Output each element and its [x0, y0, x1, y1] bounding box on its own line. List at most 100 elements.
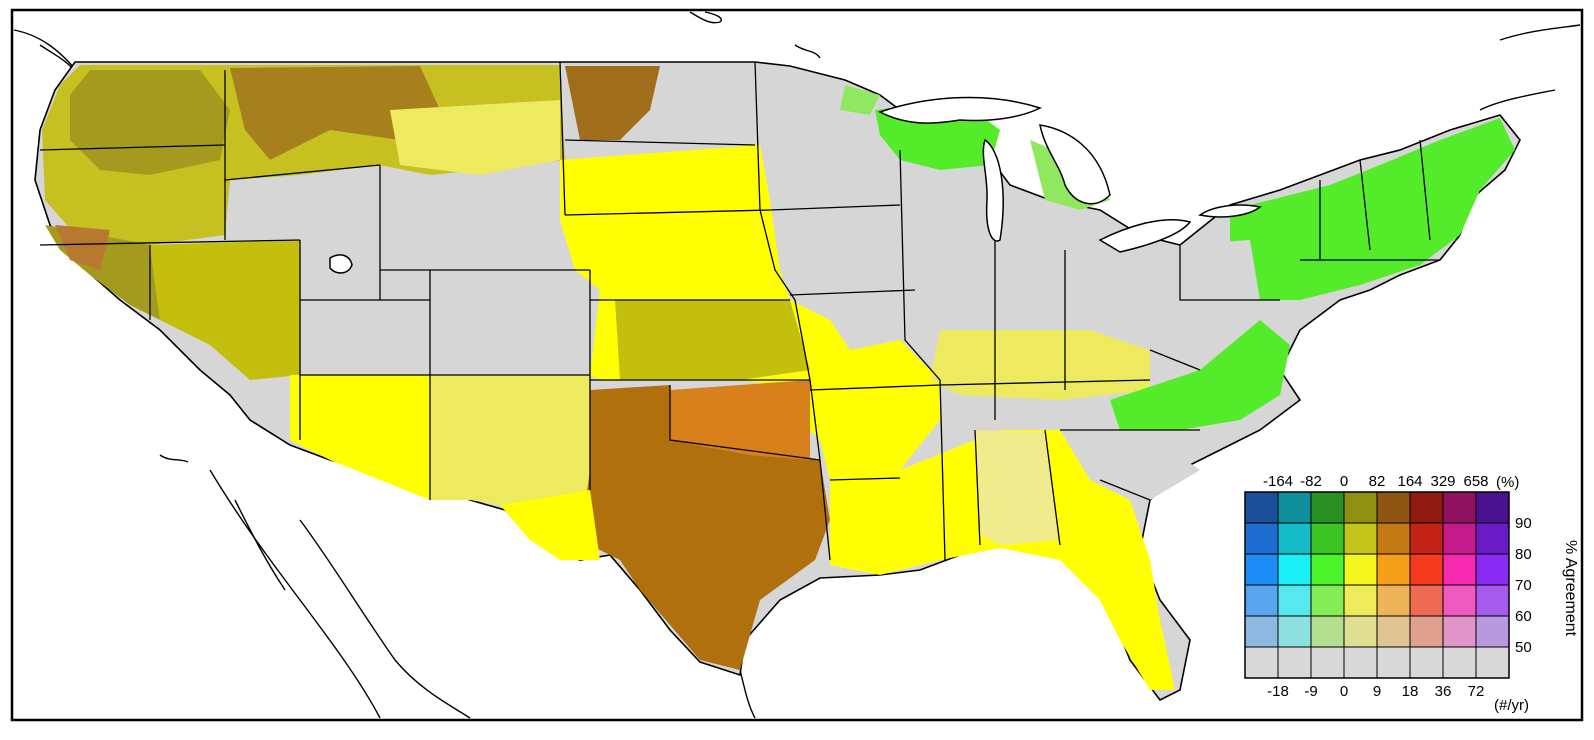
- legend-bottom-unit: (#/yr): [1494, 697, 1529, 714]
- region-tx-west: [500, 490, 600, 560]
- legend-top-label: 164: [1397, 473, 1422, 490]
- legend-cell: [1343, 553, 1378, 586]
- legend-cell: [1310, 615, 1345, 648]
- legend-agreement-label: % Agreement: [1562, 540, 1579, 637]
- region-new-mexico: [430, 375, 590, 505]
- legend-cell: [1442, 615, 1477, 648]
- legend-cell: [1277, 615, 1312, 648]
- legend-cell: [1343, 615, 1378, 648]
- legend-cell: [1475, 491, 1510, 524]
- region-nw-dark: [70, 70, 230, 175]
- region-ohio-valley: [930, 330, 1150, 400]
- legend-top-label: 658: [1463, 473, 1488, 490]
- lake-ontario: [1198, 204, 1262, 218]
- legend-cell: [1409, 553, 1444, 586]
- legend-cell: [1310, 553, 1345, 586]
- legend-cell: [1442, 522, 1477, 555]
- region-ny-gray: [1180, 240, 1260, 300]
- legend-cell: [1442, 553, 1477, 586]
- legend-cell: [1475, 553, 1510, 586]
- legend-cell: [1277, 584, 1312, 617]
- legend-bottom-label: 36: [1435, 683, 1452, 700]
- legend: -164 -82 0 82 164 329 658 (%) -18 -9 0 9 18 36 72 (#…: [1236, 470, 1580, 718]
- legend-cell: [1376, 584, 1411, 617]
- legend-grid: [1244, 491, 1510, 679]
- legend-cell: [1409, 646, 1444, 679]
- legend-cell: [1343, 646, 1378, 679]
- legend-cell: [1310, 646, 1345, 679]
- legend-cell: [1244, 522, 1279, 555]
- anomaly-patches: [42, 65, 1515, 690]
- great-salt-lake: [329, 254, 353, 274]
- legend-bottom-labels: -18 -9 0 9 18 36 72: [1267, 683, 1484, 700]
- legend-cell: [1442, 491, 1477, 524]
- legend-cell: [1475, 615, 1510, 648]
- region-montana-brown: [230, 66, 440, 160]
- legend-cell: [1310, 491, 1345, 524]
- legend-cell: [1244, 646, 1279, 679]
- region-mt-yellow: [390, 100, 560, 175]
- legend-cell: [1376, 615, 1411, 648]
- legend-cell: [1343, 584, 1378, 617]
- region-virginia-green: [1110, 320, 1290, 430]
- legend-bottom-label: 72: [1468, 683, 1485, 700]
- legend-cell: [1277, 491, 1312, 524]
- region-kansas: [615, 300, 810, 380]
- legend-bottom-label: 9: [1373, 683, 1381, 700]
- legend-cell: [1409, 491, 1444, 524]
- lake-erie: [1098, 218, 1192, 253]
- legend-cell: [1409, 584, 1444, 617]
- great-lakes: [329, 96, 1262, 274]
- legend-cell: [1244, 553, 1279, 586]
- legend-top-label: 0: [1340, 473, 1348, 490]
- lake-michigan: [982, 138, 1004, 242]
- legend-top-label: -82: [1300, 473, 1322, 490]
- legend-cell: [1409, 522, 1444, 555]
- legend-bottom-label: 0: [1340, 683, 1348, 700]
- legend-cell: [1376, 553, 1411, 586]
- legend-top-label: -164: [1263, 473, 1293, 490]
- legend-cell: [1277, 553, 1312, 586]
- legend-top-label: 329: [1430, 473, 1455, 490]
- legend-agreement-tick: 80: [1515, 546, 1532, 563]
- state-boundaries: [39, 61, 1440, 561]
- lake-superior: [878, 96, 1042, 124]
- legend-cell: [1376, 646, 1411, 679]
- legend-cell: [1475, 522, 1510, 555]
- legend-top-unit: (%): [1496, 474, 1519, 491]
- legend-agreement-tick: 70: [1515, 577, 1532, 594]
- region-mn-green: [840, 85, 880, 115]
- legend-bottom-label: 18: [1402, 683, 1419, 700]
- region-georgia-gray: [1060, 430, 1200, 500]
- legend-agreement-tick: 90: [1515, 515, 1532, 532]
- legend-agreement-ticks: 90 80 70 60 50: [1515, 515, 1532, 656]
- region-nevada: [150, 240, 300, 380]
- legend-bottom-label: -18: [1267, 683, 1289, 700]
- legend-cell: [1376, 491, 1411, 524]
- legend-cell: [1310, 584, 1345, 617]
- legend-cell: [1442, 646, 1477, 679]
- region-south: [830, 430, 1175, 690]
- legend-cell: [1343, 491, 1378, 524]
- legend-cell: [1244, 491, 1279, 524]
- legend-cell: [1475, 646, 1510, 679]
- region-ca-orange: [55, 225, 110, 270]
- legend-top-label: 82: [1369, 473, 1386, 490]
- region-nd-brown: [565, 66, 660, 140]
- lake-huron: [1039, 124, 1111, 205]
- legend-cell: [1277, 646, 1312, 679]
- legend-cell: [1244, 615, 1279, 648]
- legend-agreement-tick: 50: [1515, 639, 1532, 656]
- region-arizona: [290, 375, 430, 500]
- legend-grid-frame: [1244, 491, 1510, 679]
- legend-cell: [1442, 584, 1477, 617]
- legend-cell: [1343, 522, 1378, 555]
- legend-cell: [1310, 522, 1345, 555]
- legend-cell: [1376, 522, 1411, 555]
- region-tx-orange: [670, 380, 810, 460]
- legend-agreement-tick: 60: [1515, 608, 1532, 625]
- legend-cell: [1475, 584, 1510, 617]
- region-northeast-green: [1230, 118, 1515, 300]
- legend-top-labels: -164 -82 0 82 164 329 658: [1263, 473, 1489, 490]
- region-alabama: [975, 430, 1060, 545]
